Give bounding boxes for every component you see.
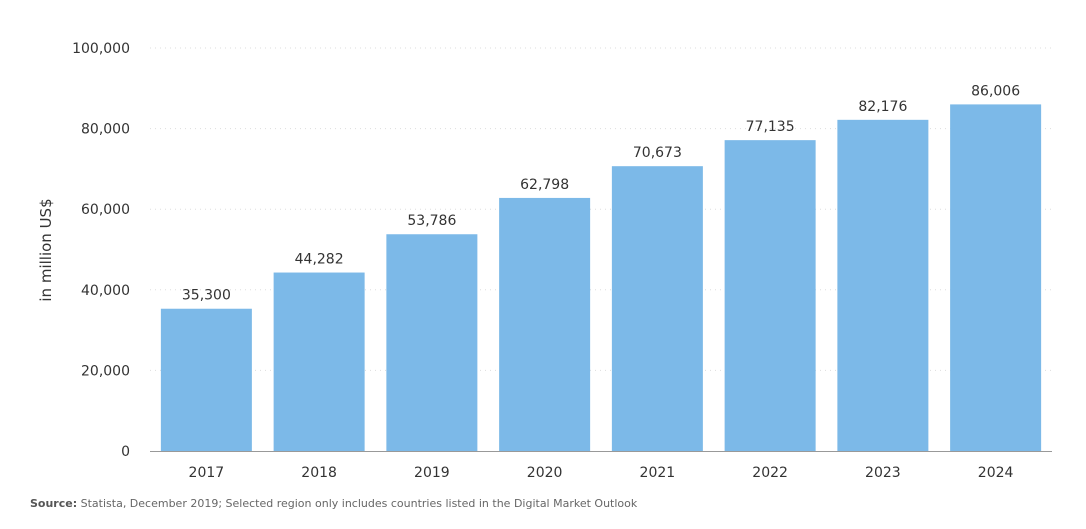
bar[interactable]: [160, 308, 252, 451]
bar[interactable]: [950, 104, 1042, 452]
data-label: 70,673: [633, 145, 682, 161]
bar[interactable]: [611, 166, 703, 451]
x-tick-label: 2019: [414, 465, 450, 481]
source-text: Statista, December 2019; Selected region…: [80, 497, 638, 510]
bar[interactable]: [724, 140, 816, 452]
x-tick-label: 2023: [865, 465, 901, 481]
data-label: 86,006: [971, 83, 1020, 99]
data-label: 82,176: [858, 99, 907, 115]
y-tick-label: 0: [121, 444, 130, 460]
x-axis-ticks: 2017 2018 2019 2020 2021 2022 2023 2024: [189, 465, 1014, 481]
bar[interactable]: [837, 119, 929, 451]
x-tick-label: 2018: [301, 465, 337, 481]
data-label: 77,135: [746, 119, 795, 135]
y-tick-label: 40,000: [81, 283, 130, 299]
bar[interactable]: [273, 272, 365, 451]
y-axis-ticks: 0 20,000 40,000 60,000 80,000 100,000: [72, 41, 130, 460]
x-tick-label: 2017: [189, 465, 225, 481]
data-labels: 35,300 44,282 53,786 62,798 70,673 77,135 82,1…: [182, 83, 1020, 303]
y-tick-label: 100,000: [72, 41, 130, 57]
y-tick-label: 20,000: [81, 363, 130, 379]
source-label: Source:: [30, 497, 78, 510]
x-tick-label: 2020: [527, 465, 563, 481]
data-label: 53,786: [407, 213, 456, 229]
bar-chart: 0 20,000 40,000 60,000 80,000 100,000 35,300 4…: [37, 41, 1052, 481]
data-label: 44,282: [295, 252, 344, 268]
x-tick-label: 2024: [978, 465, 1014, 481]
data-label: 62,798: [520, 177, 569, 193]
y-axis-title: in million US$: [37, 198, 55, 301]
bar[interactable]: [499, 197, 591, 451]
bars: [160, 104, 1042, 452]
bar[interactable]: [386, 234, 478, 451]
source-note: Source: Statista, December 2019; Selecte…: [30, 497, 637, 510]
x-tick-label: 2021: [640, 465, 676, 481]
data-label: 35,300: [182, 288, 231, 304]
y-tick-label: 80,000: [81, 122, 130, 138]
y-tick-label: 60,000: [81, 202, 130, 218]
x-tick-label: 2022: [752, 465, 788, 481]
